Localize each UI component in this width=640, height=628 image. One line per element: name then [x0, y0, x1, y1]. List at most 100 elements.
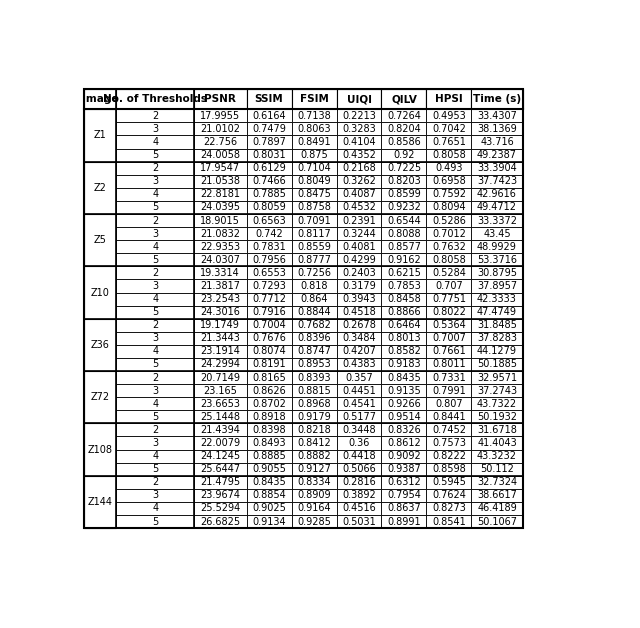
Text: 0.7831: 0.7831 [252, 242, 286, 252]
Text: 0.8412: 0.8412 [297, 438, 331, 448]
Text: 37.7423: 37.7423 [477, 176, 517, 187]
Bar [337, 332, 381, 345]
Text: 37.8957: 37.8957 [477, 281, 517, 291]
Bar [116, 89, 194, 109]
Bar [194, 148, 246, 161]
Bar [426, 398, 472, 410]
Text: 2: 2 [152, 477, 158, 487]
Text: 0.2391: 0.2391 [342, 215, 376, 225]
Text: 0.4451: 0.4451 [342, 386, 376, 396]
Bar [116, 515, 194, 528]
Bar [426, 148, 472, 161]
Bar [292, 109, 337, 122]
Bar [246, 201, 292, 214]
Bar [116, 318, 194, 332]
Bar [246, 188, 292, 201]
Text: 43.45: 43.45 [483, 229, 511, 239]
Bar [381, 489, 426, 502]
Bar [472, 240, 522, 253]
Bar [381, 214, 426, 227]
Bar [292, 502, 337, 515]
Text: 21.0832: 21.0832 [200, 229, 240, 239]
Text: 0.8058: 0.8058 [432, 255, 466, 265]
Text: 0.7916: 0.7916 [252, 307, 286, 317]
Text: 21.0102: 21.0102 [200, 124, 240, 134]
Text: 0.742: 0.742 [255, 229, 283, 239]
Text: 0.8953: 0.8953 [297, 359, 331, 369]
Bar [337, 89, 381, 109]
Text: 0.7225: 0.7225 [387, 163, 421, 173]
Text: 0.9514: 0.9514 [387, 412, 421, 422]
Bar [84, 109, 116, 161]
Bar [292, 450, 337, 463]
Text: 43.3232: 43.3232 [477, 451, 517, 461]
Text: 0.3244: 0.3244 [342, 229, 376, 239]
Text: 25.1448: 25.1448 [200, 412, 240, 422]
Text: 0.7466: 0.7466 [252, 176, 286, 187]
Text: 0.8991: 0.8991 [387, 517, 420, 526]
Text: 3: 3 [152, 281, 158, 291]
Text: 53.3716: 53.3716 [477, 255, 517, 265]
Text: 0.4383: 0.4383 [342, 359, 376, 369]
Bar [292, 489, 337, 502]
Text: 0.7712: 0.7712 [252, 294, 286, 304]
Text: 0.9135: 0.9135 [387, 386, 421, 396]
Bar [194, 398, 246, 410]
Text: 5: 5 [152, 464, 158, 474]
Bar [381, 266, 426, 279]
Bar [381, 148, 426, 161]
Text: 0.6164: 0.6164 [252, 111, 286, 121]
Text: 32.9571: 32.9571 [477, 372, 517, 382]
Bar [194, 201, 246, 214]
Bar [116, 463, 194, 476]
Text: 2: 2 [152, 425, 158, 435]
Bar [194, 89, 246, 109]
Bar [194, 502, 246, 515]
Bar [426, 253, 472, 266]
Text: 4: 4 [152, 242, 158, 252]
Text: 0.36: 0.36 [348, 438, 370, 448]
Bar [337, 161, 381, 175]
Bar [116, 188, 194, 201]
Text: 22.0079: 22.0079 [200, 438, 241, 448]
Text: 22.9353: 22.9353 [200, 242, 241, 252]
Bar [337, 502, 381, 515]
Text: 0.3484: 0.3484 [342, 333, 376, 344]
Bar [194, 384, 246, 398]
Text: 46.4189: 46.4189 [477, 504, 517, 514]
Text: Z10: Z10 [91, 288, 109, 298]
Bar [472, 148, 522, 161]
Bar [194, 227, 246, 240]
Bar [381, 371, 426, 384]
Bar [292, 161, 337, 175]
Text: 0.8393: 0.8393 [297, 372, 331, 382]
Text: 0.7573: 0.7573 [432, 438, 466, 448]
Text: 0.8612: 0.8612 [387, 438, 421, 448]
Text: 0.8815: 0.8815 [297, 386, 331, 396]
Text: Image: Image [82, 94, 118, 104]
Text: 0.7264: 0.7264 [387, 111, 421, 121]
Text: 0.8334: 0.8334 [297, 477, 331, 487]
Text: 0.8777: 0.8777 [297, 255, 331, 265]
Text: 0.8844: 0.8844 [297, 307, 331, 317]
Text: 37.2743: 37.2743 [477, 386, 517, 396]
Bar [194, 122, 246, 136]
Bar [246, 410, 292, 423]
Text: 38.1369: 38.1369 [477, 124, 517, 134]
Text: 0.8435: 0.8435 [252, 477, 286, 487]
Bar [472, 253, 522, 266]
Text: 24.0058: 24.0058 [200, 150, 240, 160]
Text: 0.8059: 0.8059 [252, 202, 286, 212]
Text: 0.8435: 0.8435 [387, 372, 421, 382]
Text: 50.112: 50.112 [480, 464, 514, 474]
Bar [116, 371, 194, 384]
Bar [472, 318, 522, 332]
Bar [246, 436, 292, 450]
Bar [116, 161, 194, 175]
Text: 0.8491: 0.8491 [297, 137, 331, 147]
Bar [194, 279, 246, 293]
Bar [246, 423, 292, 436]
Text: Z36: Z36 [91, 340, 109, 350]
Text: 38.6617: 38.6617 [477, 490, 517, 501]
Bar [381, 136, 426, 148]
